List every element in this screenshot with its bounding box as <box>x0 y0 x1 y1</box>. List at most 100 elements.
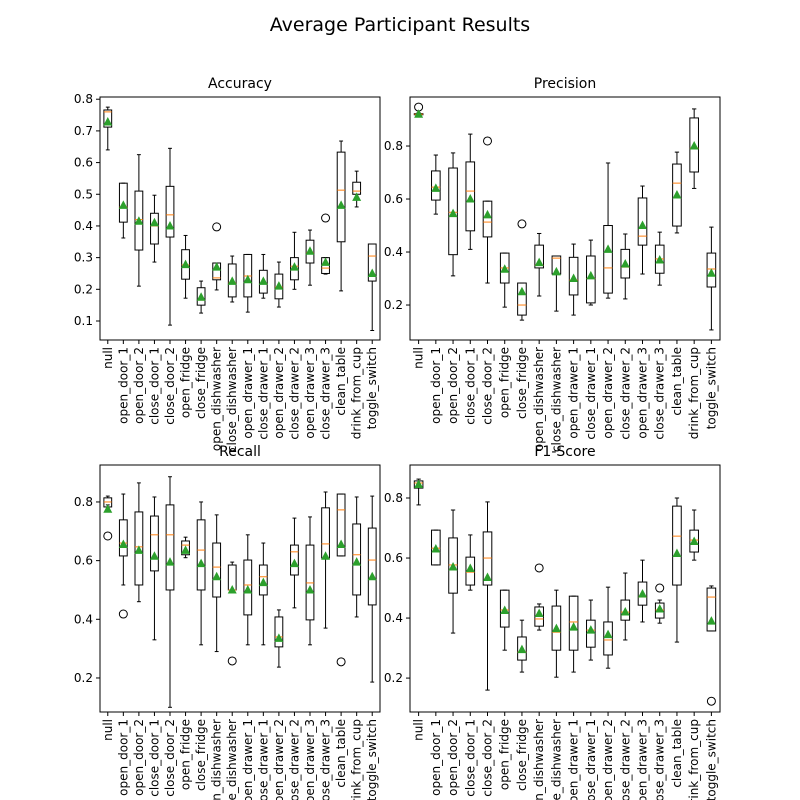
mean-marker <box>448 562 458 571</box>
mean-marker <box>689 141 699 150</box>
y-tick-label: 0.2 <box>74 282 93 296</box>
box <box>258 269 268 294</box>
x-tick-label: null <box>412 719 426 741</box>
mean-marker <box>274 281 284 290</box>
box <box>367 527 377 606</box>
outlier <box>118 609 128 619</box>
box <box>482 200 493 238</box>
box <box>103 109 113 128</box>
x-tick-label: close_door_1 <box>463 719 477 797</box>
mean-marker <box>534 257 544 267</box>
mean-marker <box>258 276 268 285</box>
mean-marker <box>118 200 128 209</box>
x-tick-label: clean_table <box>334 347 348 416</box>
x-tick-label: open_drawer_3 <box>636 347 650 439</box>
mean-marker <box>465 563 475 573</box>
mean-marker <box>638 589 647 598</box>
outlier <box>227 656 237 666</box>
figure-title: Average Participant Results <box>270 14 530 36</box>
mean-marker <box>569 273 579 283</box>
axes-frame <box>409 464 721 713</box>
y-tick-label: 0.8 <box>384 491 403 505</box>
mean-marker <box>517 286 527 296</box>
y-tick-label: 0.8 <box>384 139 403 153</box>
x-tick-label: toggle_switch <box>365 719 379 800</box>
x-tick-label: close_dishwasher <box>225 347 239 452</box>
box <box>672 163 682 227</box>
mean-marker <box>517 644 527 654</box>
mean-marker <box>227 584 237 594</box>
x-tick-label: drink_from_cup <box>350 719 364 800</box>
mean-marker <box>103 117 113 126</box>
y-tick-label: 0.3 <box>74 251 93 265</box>
box <box>499 589 510 628</box>
y-tick-label: 0.4 <box>384 611 403 625</box>
mean-marker <box>500 264 510 273</box>
mean-marker <box>289 558 299 568</box>
x-tick-label: close_drawer_1 <box>256 719 270 800</box>
x-tick-label: open_drawer_1 <box>241 719 255 800</box>
x-tick-label: null <box>412 347 426 369</box>
mean-marker <box>134 216 144 225</box>
mean-marker <box>367 268 377 277</box>
x-tick-label: open_fridge <box>498 719 512 790</box>
y-tick-label: 0.7 <box>74 124 93 138</box>
mean-marker <box>620 607 630 616</box>
x-tick-label: open_door_2 <box>446 347 460 424</box>
x-tick-label: drink_from_cup <box>687 719 701 800</box>
mean-marker <box>414 109 424 118</box>
x-tick-label: open_drawer_1 <box>567 347 581 439</box>
mean-marker <box>134 545 144 554</box>
x-tick-label: open_drawer_3 <box>303 347 317 439</box>
box <box>603 621 613 656</box>
box <box>150 515 159 572</box>
mean-marker <box>414 479 424 489</box>
box <box>568 256 579 296</box>
mean-marker <box>165 557 175 566</box>
mean-marker <box>181 545 191 554</box>
x-tick-label: open_dishwasher <box>532 347 546 451</box>
x-tick-label: close_door_1 <box>147 719 161 797</box>
mean-marker <box>258 577 268 587</box>
y-tick-label: 0.4 <box>74 219 93 233</box>
box <box>181 540 190 556</box>
outlier <box>321 213 331 223</box>
x-tick-label: close_drawer_1 <box>584 347 598 440</box>
box <box>534 244 544 269</box>
outlier <box>534 563 544 573</box>
box <box>134 511 144 586</box>
y-tick-label: 0.4 <box>74 612 93 626</box>
mean-marker <box>149 217 159 227</box>
x-tick-label: clean_table <box>670 719 684 788</box>
box <box>517 282 527 316</box>
mean-marker <box>603 629 613 639</box>
axes-frame <box>99 464 381 713</box>
x-tick-label: close_drawer_3 <box>653 719 667 800</box>
x-tick-label: close_drawer_1 <box>256 347 270 440</box>
y-tick-label: 0.6 <box>74 554 93 568</box>
x-tick-label: toggle_switch <box>365 347 379 429</box>
mean-marker <box>448 208 458 218</box>
mean-marker <box>103 504 113 513</box>
x-tick-label: clean_table <box>334 719 348 788</box>
mean-marker <box>465 194 475 203</box>
y-tick-label: 0.4 <box>384 245 403 259</box>
y-tick-label: 0.6 <box>384 192 403 206</box>
x-tick-label: open_door_1 <box>116 347 130 424</box>
mean-marker <box>352 192 362 201</box>
box <box>165 504 175 591</box>
x-tick-label: open_door_1 <box>429 347 443 424</box>
box <box>620 248 631 279</box>
x-tick-label: open_drawer_1 <box>241 347 255 439</box>
mean-marker <box>655 254 665 264</box>
x-tick-label: close_dishwasher <box>549 719 563 800</box>
mean-marker <box>655 604 665 613</box>
x-tick-label: close_door_2 <box>163 347 177 425</box>
y-tick-label: 0.8 <box>74 495 93 509</box>
mean-marker <box>586 625 596 634</box>
x-tick-label: close_drawer_2 <box>287 347 301 440</box>
mean-marker <box>483 572 492 582</box>
mean-marker <box>586 270 596 280</box>
